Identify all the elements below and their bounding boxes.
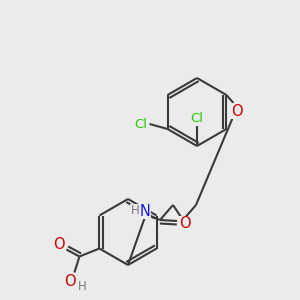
Text: O: O [54,237,65,252]
Text: H: H [78,280,87,293]
Text: O: O [231,103,242,118]
Text: N: N [140,203,150,218]
Text: Cl: Cl [190,112,203,124]
Text: O: O [179,217,191,232]
Text: O: O [64,274,76,289]
Text: H: H [130,205,140,218]
Text: Cl: Cl [134,118,147,130]
